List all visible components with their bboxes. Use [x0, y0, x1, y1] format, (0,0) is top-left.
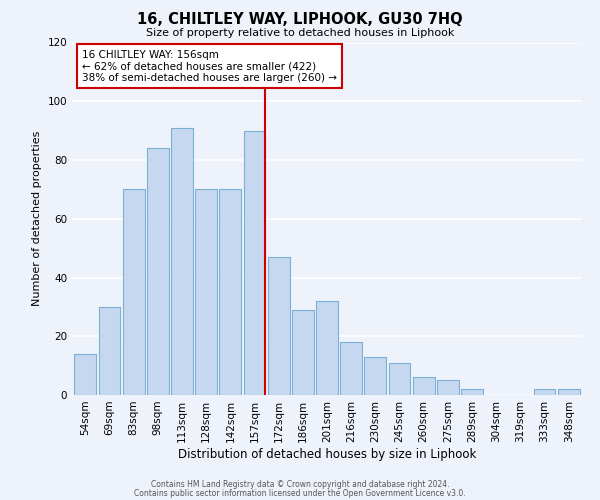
Bar [558, 389, 580, 395]
Bar [389, 362, 410, 395]
Bar [195, 190, 217, 395]
Bar [316, 301, 338, 395]
Y-axis label: Number of detached properties: Number of detached properties [32, 131, 42, 306]
Bar [461, 389, 483, 395]
X-axis label: Distribution of detached houses by size in Liphook: Distribution of detached houses by size … [178, 448, 476, 460]
Bar [413, 378, 434, 395]
Bar [364, 357, 386, 395]
Text: Contains HM Land Registry data © Crown copyright and database right 2024.: Contains HM Land Registry data © Crown c… [151, 480, 449, 489]
Bar [123, 190, 145, 395]
Bar [220, 190, 241, 395]
Text: Contains public sector information licensed under the Open Government Licence v3: Contains public sector information licen… [134, 488, 466, 498]
Bar [74, 354, 96, 395]
Bar [147, 148, 169, 395]
Bar [171, 128, 193, 395]
Bar [98, 307, 121, 395]
Bar [533, 389, 556, 395]
Bar [437, 380, 459, 395]
Text: 16, CHILTLEY WAY, LIPHOOK, GU30 7HQ: 16, CHILTLEY WAY, LIPHOOK, GU30 7HQ [137, 12, 463, 28]
Bar [292, 310, 314, 395]
Bar [244, 130, 265, 395]
Text: Size of property relative to detached houses in Liphook: Size of property relative to detached ho… [146, 28, 454, 38]
Text: 16 CHILTLEY WAY: 156sqm
← 62% of detached houses are smaller (422)
38% of semi-d: 16 CHILTLEY WAY: 156sqm ← 62% of detache… [82, 50, 337, 82]
Bar [340, 342, 362, 395]
Bar [268, 257, 290, 395]
